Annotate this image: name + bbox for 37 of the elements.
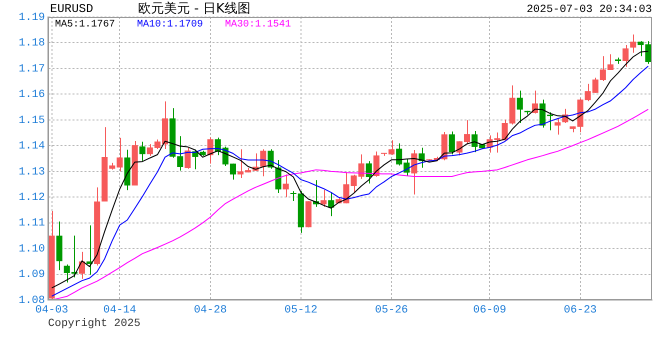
chart-title: 欧元美元 - 日K线图 (138, 0, 250, 16)
candlestick (554, 118, 561, 136)
y-tick-label: 1.12 (18, 192, 45, 204)
text: MA30:1.1541 (225, 20, 292, 31)
chart-subtitle: EURUSD (50, 2, 94, 16)
candlestick (320, 189, 327, 208)
candlestick (275, 160, 282, 194)
candlestick (516, 90, 523, 124)
y-tick-label: 1.11 (18, 218, 46, 230)
candlestick (630, 34, 636, 54)
x-tick-label: 05-12 (284, 304, 318, 317)
x-tick-label: 04-28 (194, 304, 227, 317)
text: 2025-07-03 20:34:03 (526, 4, 652, 16)
y-tick-label: 1.09 (18, 269, 45, 282)
candlestick (622, 44, 629, 68)
candlestick (448, 130, 455, 155)
candlestick (282, 174, 289, 198)
candlestick (184, 147, 191, 170)
text: MA5:1.1767 (55, 20, 116, 31)
candlestick (328, 192, 334, 217)
text: Copyright 2025 (48, 318, 140, 330)
y-tick-label: 1.18 (18, 38, 45, 50)
x-tick-label: 06-23 (564, 304, 597, 317)
y-tick-label: 1.19 (18, 12, 45, 24)
y-tick-label: 1.16 (18, 89, 45, 102)
y-tick-label: 1.13 (18, 166, 45, 178)
y-tick-label: 1.17 (18, 63, 45, 76)
candlestick (139, 141, 146, 162)
text: MA10:1.1709 (137, 20, 204, 31)
y-tick-label: 1.14 (18, 140, 46, 153)
x-tick-label: 04-03 (35, 304, 68, 317)
x-tick-label: 05-26 (375, 304, 408, 317)
y-tick-label: 1.15 (18, 114, 45, 127)
candlestick (366, 160, 372, 184)
x-tick-label: 06-09 (473, 304, 506, 317)
x-tick-label: 04-14 (103, 304, 137, 317)
y-tick-label: 1.10 (18, 243, 45, 256)
